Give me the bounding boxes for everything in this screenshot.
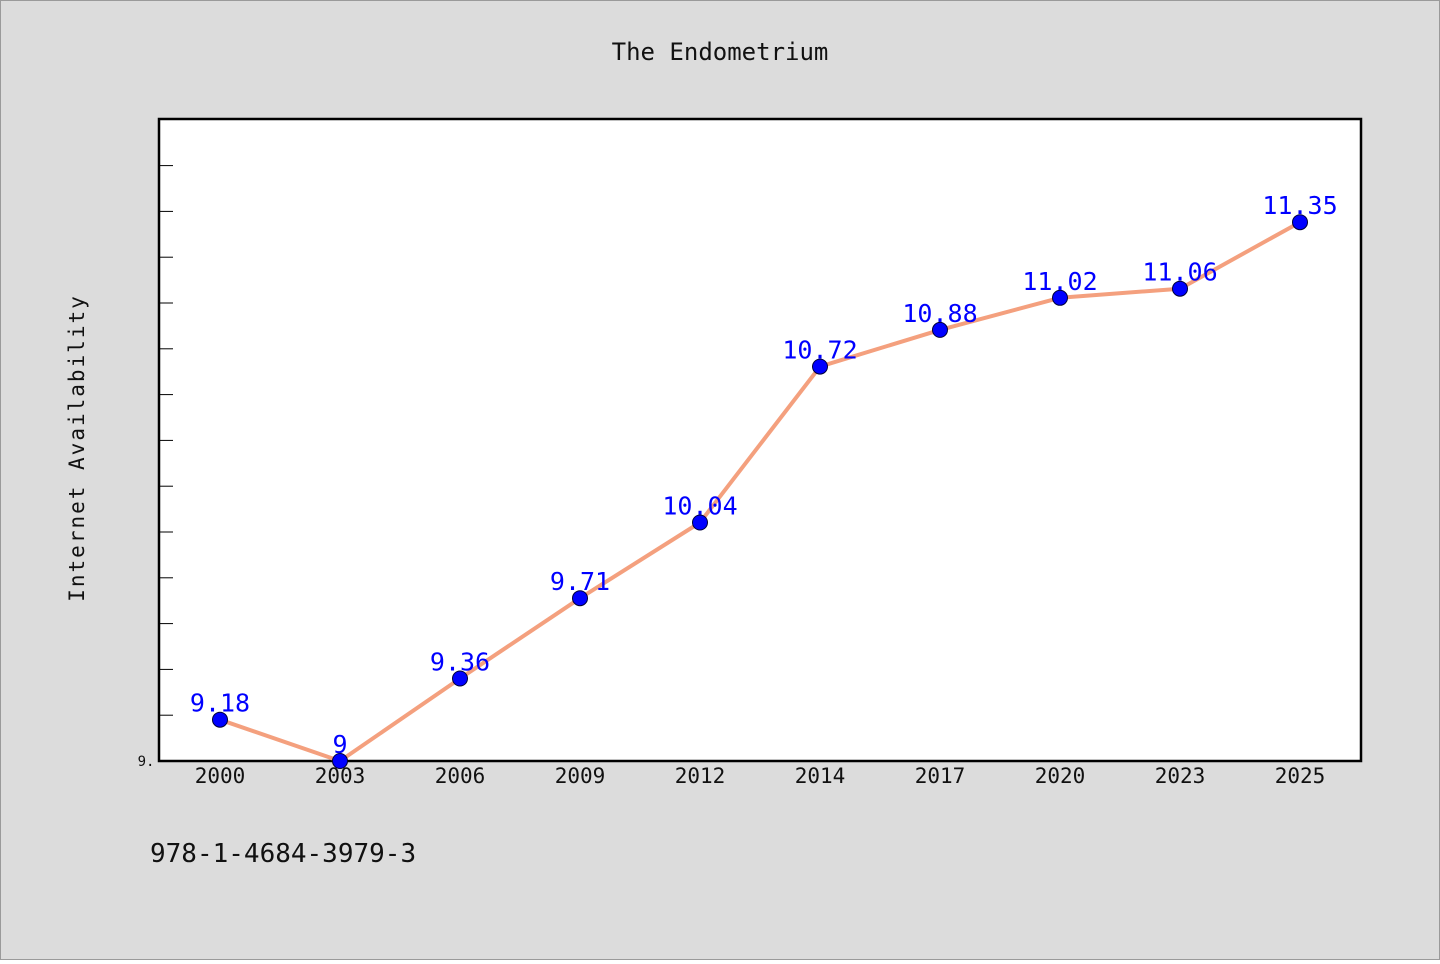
data-point xyxy=(812,358,828,375)
x-tick-label: 2020 xyxy=(1035,764,1086,788)
data-label: 9.36 xyxy=(430,648,490,677)
x-tick-label: 2017 xyxy=(915,764,966,788)
data-label: 9 xyxy=(332,730,347,759)
data-point xyxy=(692,514,708,531)
data-point xyxy=(212,711,228,728)
data-point xyxy=(1172,280,1188,297)
chart-title: The Endometrium xyxy=(612,38,829,66)
data-point xyxy=(932,321,948,338)
data-labels: 9.18 9 9.36 9.71 10.04 10.72 10.88 11.02 11.06 11… xyxy=(190,191,1338,759)
data-label: 9.18 xyxy=(190,689,250,718)
x-tick-label: 2025 xyxy=(1275,764,1326,788)
data-point xyxy=(572,590,588,607)
data-point xyxy=(1052,289,1068,306)
data-point xyxy=(452,670,468,687)
data-point xyxy=(1292,214,1308,231)
x-tick-label: 2014 xyxy=(795,764,846,788)
plot-area xyxy=(157,117,1363,763)
y-axis-label: Internet Availability xyxy=(65,294,89,602)
data-label: 10.04 xyxy=(662,492,737,521)
data-point xyxy=(332,753,348,769)
data-label: 11.06 xyxy=(1142,258,1217,287)
data-label: 11.35 xyxy=(1262,191,1337,220)
x-tick-label: 2023 xyxy=(1155,764,1206,788)
data-label: 9.71 xyxy=(550,567,610,596)
x-tick-label: 2012 xyxy=(675,764,726,788)
y-tick-label: 9. xyxy=(138,754,155,770)
data-label: 10.72 xyxy=(782,336,857,365)
series-line xyxy=(218,220,1302,763)
data-label: 10.88 xyxy=(902,299,977,328)
data-label: 11.02 xyxy=(1022,267,1097,296)
x-axis-tick-labels: 2000 2003 2006 2009 2012 2014 2017 2020 2023 2025 xyxy=(195,764,1326,788)
x-tick-label: 2006 xyxy=(435,764,486,788)
series-markers xyxy=(212,214,1308,769)
x-tick-label: 2009 xyxy=(555,764,606,788)
y-axis-ticks xyxy=(159,165,173,762)
caption: 978-1-4684-3979-3 xyxy=(150,839,416,869)
x-tick-label: 2000 xyxy=(195,764,246,788)
